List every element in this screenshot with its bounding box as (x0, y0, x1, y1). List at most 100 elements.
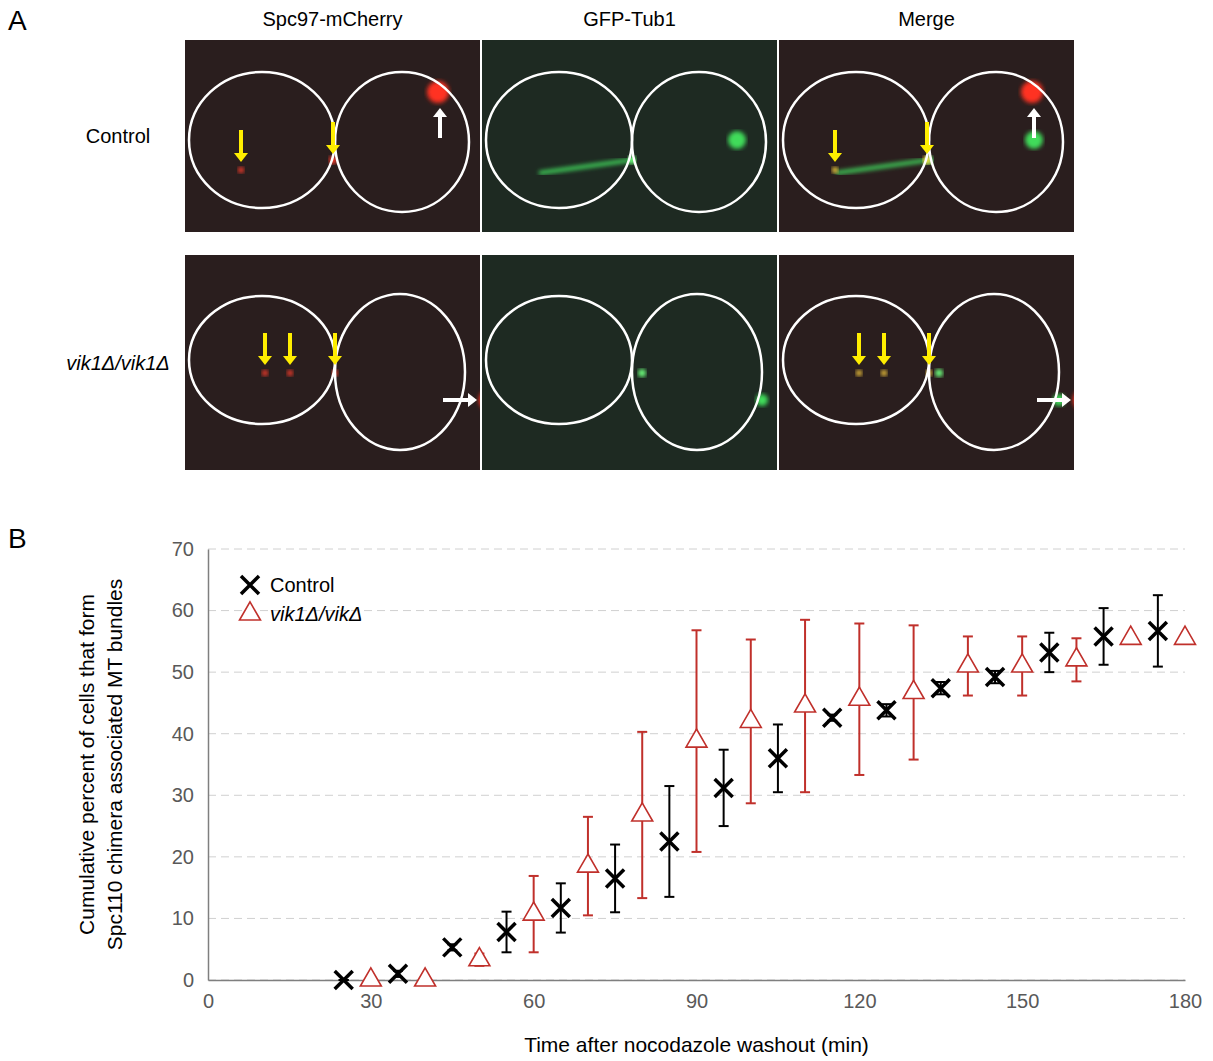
tick-label: 20 (172, 846, 194, 868)
tick-label: 0 (203, 990, 214, 1012)
error-bar-cap (773, 723, 783, 725)
spot (638, 369, 646, 377)
micrograph (779, 255, 1074, 470)
error-bar-cap (583, 816, 593, 818)
tick-label: 60 (172, 599, 194, 621)
cell-outline (335, 72, 469, 212)
error-bar-cap (963, 695, 973, 697)
column-header: Merge (898, 8, 955, 30)
data-point (849, 687, 870, 705)
cell-outline (335, 294, 465, 450)
data-point (957, 654, 978, 672)
error-bar-cap (746, 802, 756, 804)
tick-label: 120 (843, 990, 876, 1012)
arrow-head (433, 108, 447, 117)
y-axis: 010203040506070 (172, 538, 209, 991)
arrow-shaft (927, 333, 931, 356)
legend-item: Control (241, 574, 334, 596)
arrow-head (1027, 108, 1041, 117)
panel-letter: B (8, 523, 27, 554)
error-bar-cap (1044, 671, 1054, 673)
grid-line (208, 918, 1185, 919)
spot (856, 370, 862, 376)
arrow-head (328, 356, 342, 365)
spot (832, 167, 838, 173)
data-point (415, 968, 436, 986)
image-background (482, 40, 777, 232)
arrow-shaft (333, 333, 337, 356)
image-background (185, 40, 480, 232)
tick: 20 (172, 846, 208, 868)
error-bar-cap (664, 896, 674, 898)
data-point (498, 923, 516, 941)
error-bar-cap (1071, 680, 1081, 682)
tick: 60 (523, 980, 545, 1012)
error-bar-cap (556, 882, 566, 884)
error-bar-cap (1071, 637, 1081, 639)
error-bar-cap (719, 825, 729, 827)
micrograph (185, 255, 480, 470)
tick-label: 10 (172, 907, 194, 929)
figure: ASpc97-mCherryGFP-Tub1MergeControlvik1Δ/… (0, 0, 1213, 1061)
tick-label: 70 (172, 538, 194, 560)
error-bar-cap (746, 639, 756, 641)
arrow-head (877, 356, 891, 365)
plot: 0306090120150180010203040506070Time afte… (75, 538, 1202, 1056)
cell-outline (632, 294, 762, 450)
axis-line (209, 980, 1186, 982)
arrow-head (234, 153, 248, 162)
error-bar-cap (1153, 594, 1163, 596)
data-point (606, 869, 624, 887)
tick-label: 90 (686, 990, 708, 1012)
data-point (443, 938, 461, 956)
error-bar-cap (529, 875, 539, 877)
column-header: Spc97-mCherry (262, 8, 402, 30)
tick: 50 (172, 661, 208, 683)
data-point (552, 899, 570, 917)
arrow-head (326, 145, 340, 154)
error-bar-cap (800, 619, 810, 621)
tick: 120 (843, 980, 876, 1012)
spot (881, 370, 887, 376)
tick: 0 (203, 980, 214, 1012)
tick-label: 40 (172, 723, 194, 745)
image-background (185, 255, 480, 470)
error-bar-cap (963, 635, 973, 637)
panel-letter: A (8, 5, 27, 36)
row-label: Control (86, 125, 150, 147)
tick: 180 (1169, 980, 1202, 1012)
tick: 40 (172, 723, 208, 745)
data-point (389, 965, 407, 983)
error-bar-cap (773, 791, 783, 793)
data-point (715, 779, 733, 797)
data-point (823, 709, 841, 727)
data-marks (335, 595, 1196, 989)
tick: 70 (172, 538, 208, 560)
data-point (932, 679, 950, 697)
series (360, 620, 1195, 986)
cell-outline (189, 296, 335, 424)
arrow-shaft (263, 333, 267, 356)
spot (479, 389, 480, 411)
tick: 0 (183, 969, 208, 991)
arrow-shaft (288, 333, 292, 356)
error-bar-cap (909, 759, 919, 761)
data-point (1066, 648, 1087, 666)
spot (262, 370, 268, 376)
microtubule (836, 160, 929, 173)
data-point (1040, 643, 1058, 661)
image-background (779, 40, 1074, 232)
data-point (877, 701, 895, 719)
error-bar-cap (692, 629, 702, 631)
tick: 150 (1006, 980, 1039, 1012)
arrow-shaft (331, 122, 335, 145)
arrow-shaft (833, 130, 837, 153)
cell-outline (783, 296, 929, 424)
error-bar-cap (610, 911, 620, 913)
tick-label: 0 (183, 969, 194, 991)
tick: 10 (172, 907, 208, 929)
x-axis: 0306090120150180 (203, 980, 1202, 1012)
error-bar-cap (909, 624, 919, 626)
spot (1073, 389, 1074, 411)
panel-a: ASpc97-mCherryGFP-Tub1MergeControlvik1Δ/… (8, 5, 1095, 470)
